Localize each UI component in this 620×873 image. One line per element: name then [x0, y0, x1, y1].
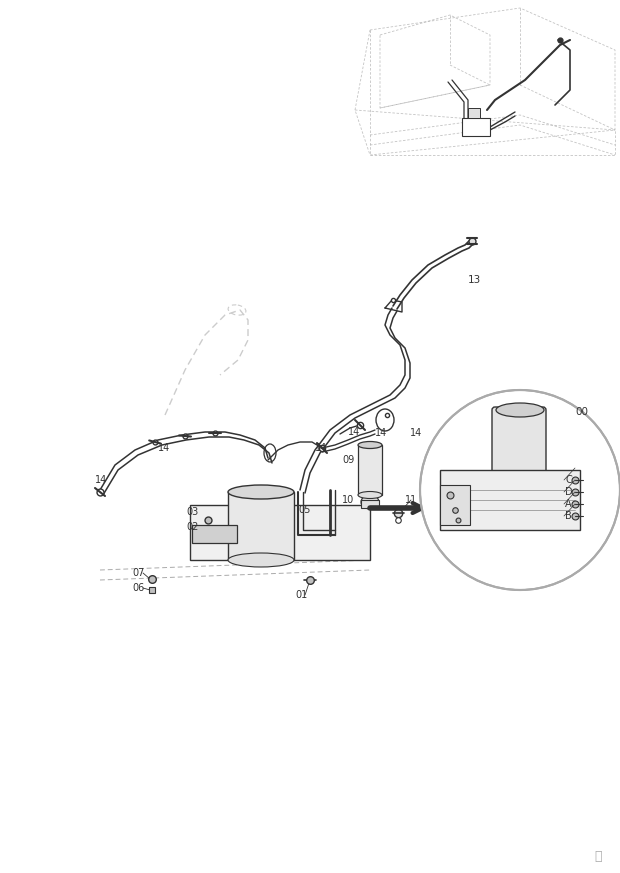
Text: 09: 09 — [342, 455, 354, 465]
Text: 11: 11 — [405, 495, 417, 505]
Text: 14: 14 — [410, 428, 422, 438]
Text: C: C — [565, 475, 572, 485]
Text: 14: 14 — [375, 428, 388, 438]
Text: 14: 14 — [158, 443, 170, 453]
Text: 00: 00 — [575, 407, 588, 417]
Text: 07: 07 — [132, 568, 144, 578]
FancyBboxPatch shape — [462, 118, 490, 136]
Text: 14: 14 — [348, 427, 360, 437]
Ellipse shape — [358, 442, 382, 449]
FancyBboxPatch shape — [440, 485, 470, 525]
Text: A: A — [565, 499, 572, 509]
Text: B: B — [565, 511, 572, 521]
Text: 13: 13 — [468, 275, 481, 285]
Text: 14: 14 — [95, 475, 107, 485]
FancyBboxPatch shape — [192, 525, 237, 543]
FancyBboxPatch shape — [361, 500, 379, 508]
FancyBboxPatch shape — [492, 407, 546, 485]
Ellipse shape — [228, 553, 294, 567]
Text: Ⓦ: Ⓦ — [594, 849, 602, 863]
FancyBboxPatch shape — [468, 108, 480, 118]
Ellipse shape — [228, 485, 294, 499]
Ellipse shape — [496, 403, 544, 417]
FancyBboxPatch shape — [440, 470, 580, 530]
FancyBboxPatch shape — [358, 445, 382, 495]
Ellipse shape — [361, 495, 379, 509]
Text: 10: 10 — [342, 495, 354, 505]
Text: D: D — [565, 487, 573, 497]
Text: 05: 05 — [298, 505, 311, 515]
Text: 14: 14 — [315, 443, 327, 453]
Text: 02: 02 — [186, 522, 198, 532]
FancyBboxPatch shape — [190, 505, 370, 560]
Ellipse shape — [358, 491, 382, 498]
FancyBboxPatch shape — [228, 492, 294, 560]
Text: 03: 03 — [186, 507, 198, 517]
Circle shape — [420, 390, 620, 590]
Text: 06: 06 — [132, 583, 144, 593]
Text: 01: 01 — [295, 590, 308, 600]
